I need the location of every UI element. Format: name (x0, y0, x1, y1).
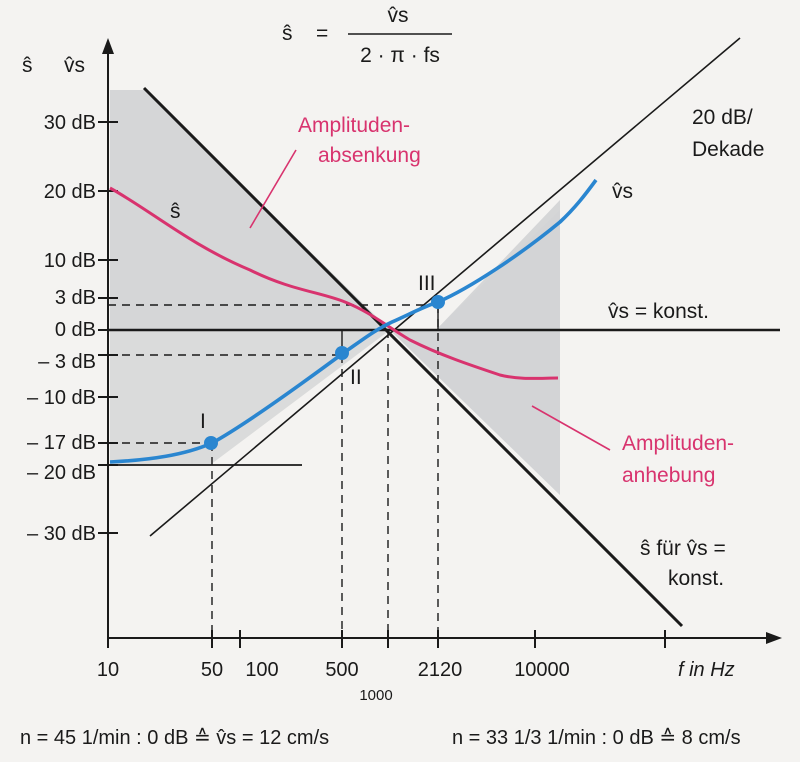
svg-text:=: = (316, 22, 328, 45)
y-tick-label: – 30 dB (27, 523, 96, 545)
y-tick-label: 0 dB (55, 319, 96, 341)
point-i-label: I (200, 410, 206, 433)
footnote-left: n = 45 1/min : 0 dB ≙ v̂s = 12 cm/s (20, 727, 329, 749)
anhebung-pointer (531, 405, 611, 451)
x-tick-label: 1000 (359, 687, 392, 704)
slope-label-line1: 20 dB/ (692, 106, 753, 129)
y-tick-label: – 10 dB (27, 387, 96, 409)
point-iii-marker (431, 295, 445, 309)
vs-curve-label: v̂s (612, 180, 633, 203)
y-tick-label: 20 dB (44, 181, 96, 203)
y-tick-label: – 17 dB (27, 432, 96, 454)
footnote-right: n = 33 1/3 1/min : 0 dB ≙ 8 cm/s (452, 727, 741, 749)
y-symbol-s: ŝ (22, 54, 33, 77)
vs-const-label: v̂s = konst. (608, 300, 709, 323)
svg-text:2 · π · fs: 2 · π · fs (360, 44, 440, 67)
x-tick-label: 10000 (514, 659, 570, 681)
slope-line-thin (149, 37, 741, 537)
y-tick-label: 3 dB (55, 287, 96, 309)
y-axis-arrow (102, 38, 114, 54)
point-ii-label: II (350, 366, 362, 389)
lower-right-shaded-region (390, 330, 560, 495)
s-const-line-thick (142, 86, 684, 628)
y-tick-label: – 20 dB (27, 462, 96, 484)
slope-label-line2: Dekade (692, 138, 764, 161)
s-curve-label: ŝ (170, 200, 181, 223)
s-fuer-label-line2: konst. (668, 567, 724, 590)
y-tick-label: 30 dB (44, 112, 96, 134)
x-tick-label: 500 (325, 659, 358, 681)
point-iii-label: III (418, 272, 436, 295)
y-symbol-vs: v̂s (64, 54, 85, 77)
point-i-marker (204, 436, 218, 450)
svg-text:ŝ: ŝ (282, 22, 293, 45)
lower-left-shaded-region (110, 330, 390, 465)
absenkung-label-line2: absenkung (318, 144, 421, 167)
y-tick-label: 10 dB (44, 250, 96, 272)
x-axis-arrow (766, 632, 782, 644)
y-tick-label: – 3 dB (38, 351, 96, 373)
anhebung-label-line1: Amplituden- (622, 432, 734, 455)
formula: ŝ = v̂s 2 · π · fs (282, 4, 452, 67)
x-axis-title: f in Hz (678, 659, 735, 681)
x-tick-label: 100 (245, 659, 278, 681)
x-tick-label: 10 (97, 659, 119, 681)
dashed-guides (108, 304, 439, 638)
point-ii-marker (335, 346, 349, 360)
absenkung-pointer (249, 149, 297, 229)
s-fuer-label-line1: ŝ für v̂s = (640, 537, 726, 560)
s-curve-pink (109, 186, 559, 380)
upper-right-shaded-region (436, 210, 560, 330)
x-tick-label: 50 (201, 659, 223, 681)
x-tick-label: 2120 (418, 659, 463, 681)
svg-text:v̂s: v̂s (388, 4, 409, 27)
absenkung-label-line1: Amplituden- (298, 114, 410, 137)
anhebung-label-line2: anhebung (622, 464, 715, 487)
attenuation-shaded-region (110, 90, 390, 330)
